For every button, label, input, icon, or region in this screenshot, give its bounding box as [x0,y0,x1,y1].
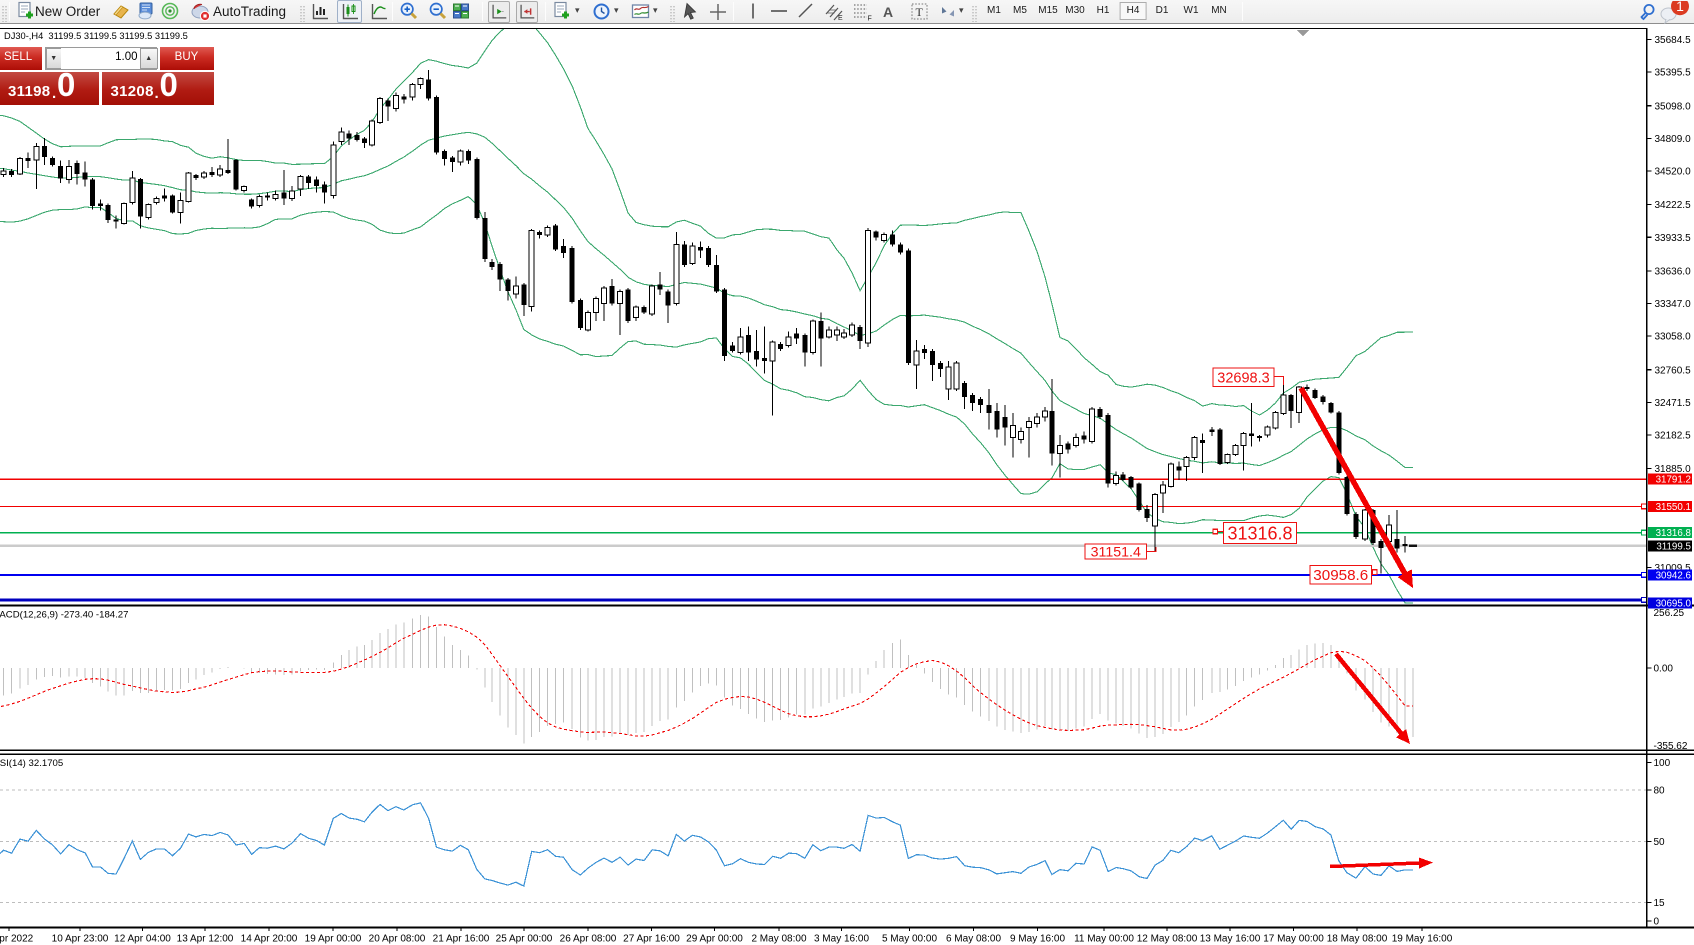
svg-text:32760.5: 32760.5 [1655,365,1692,376]
svg-text:11 May 00:00: 11 May 00:00 [1074,934,1134,945]
svg-text:31885.0: 31885.0 [1655,464,1692,475]
svg-text:35395.5: 35395.5 [1655,68,1692,79]
svg-text:13 Apr 12:00: 13 Apr 12:00 [177,934,234,945]
svg-text:31550.1: 31550.1 [1656,502,1691,513]
svg-text:50: 50 [1654,837,1666,848]
svg-text:19 May 16:00: 19 May 16:00 [1392,934,1453,945]
svg-text:29 Apr 00:00: 29 Apr 00:00 [686,934,743,945]
svg-text:100: 100 [1654,758,1671,769]
svg-text:26 Apr 08:00: 26 Apr 08:00 [560,934,617,945]
svg-text:MACD(12,26,9) -273.40 -184.27: MACD(12,26,9) -273.40 -184.27 [0,609,128,620]
svg-text:30942.6: 30942.6 [1656,570,1692,581]
svg-text:12 May 08:00: 12 May 08:00 [1137,934,1198,945]
svg-text:34809.0: 34809.0 [1655,134,1692,145]
svg-text:33636.0: 33636.0 [1655,266,1692,277]
svg-text:31009.5: 31009.5 [1655,563,1692,574]
svg-text:31791.2: 31791.2 [1656,475,1691,486]
svg-text:3 May 16:00: 3 May 16:00 [814,934,869,945]
svg-text:32698.3: 32698.3 [1217,370,1269,386]
svg-text:33933.5: 33933.5 [1655,233,1692,244]
svg-text:31316.8: 31316.8 [1227,523,1292,543]
svg-text:RSI(14) 32.1705: RSI(14) 32.1705 [0,758,63,769]
svg-text:6 May 08:00: 6 May 08:00 [946,934,1001,945]
svg-text:13 May 16:00: 13 May 16:00 [1200,934,1261,945]
svg-text:32471.5: 32471.5 [1655,398,1692,409]
svg-text:21 Apr 16:00: 21 Apr 16:00 [433,934,490,945]
svg-text:9 May 16:00: 9 May 16:00 [1010,934,1065,945]
svg-text:25 Apr 00:00: 25 Apr 00:00 [496,934,553,945]
svg-text:-355.62: -355.62 [1654,741,1688,752]
svg-text:2 May 08:00: 2 May 08:00 [751,934,806,945]
svg-text:15: 15 [1654,898,1666,909]
svg-text:30695.0: 30695.0 [1656,598,1692,609]
svg-text:20 Apr 08:00: 20 Apr 08:00 [369,934,426,945]
svg-text:80: 80 [1654,786,1666,797]
svg-text:33347.0: 33347.0 [1655,299,1692,310]
svg-text:34520.0: 34520.0 [1655,167,1692,178]
svg-text:8 Apr 2022: 8 Apr 2022 [0,934,34,945]
svg-text:33058.0: 33058.0 [1655,332,1692,343]
svg-text:12 Apr 04:00: 12 Apr 04:00 [114,934,171,945]
svg-text:35098.0: 35098.0 [1655,101,1692,112]
svg-text:18 May 08:00: 18 May 08:00 [1327,934,1388,945]
svg-text:35684.5: 35684.5 [1655,35,1692,46]
svg-text:27 Apr 16:00: 27 Apr 16:00 [623,934,680,945]
svg-text:14 Apr 20:00: 14 Apr 20:00 [241,934,298,945]
svg-text:31316.8: 31316.8 [1656,528,1692,539]
svg-text:10 Apr 23:00: 10 Apr 23:00 [52,934,109,945]
svg-text:F: F [868,16,872,23]
svg-text:0: 0 [1654,917,1660,928]
svg-text:19 Apr 00:00: 19 Apr 00:00 [305,934,362,945]
svg-text:34222.5: 34222.5 [1655,200,1692,211]
svg-text:256.25: 256.25 [1654,608,1685,619]
svg-text:32182.5: 32182.5 [1655,431,1692,442]
svg-text:31199.5: 31199.5 [1656,541,1691,552]
svg-text:0.00: 0.00 [1654,664,1674,675]
svg-text:30958.6: 30958.6 [1313,567,1368,584]
svg-text:5 May 00:00: 5 May 00:00 [882,934,937,945]
svg-text:17 May 00:00: 17 May 00:00 [1263,934,1324,945]
svg-text:T: T [916,5,924,19]
svg-text:E: E [838,15,843,22]
svg-text:1: 1 [1676,1,1684,14]
svg-text:31151.4: 31151.4 [1091,545,1141,561]
